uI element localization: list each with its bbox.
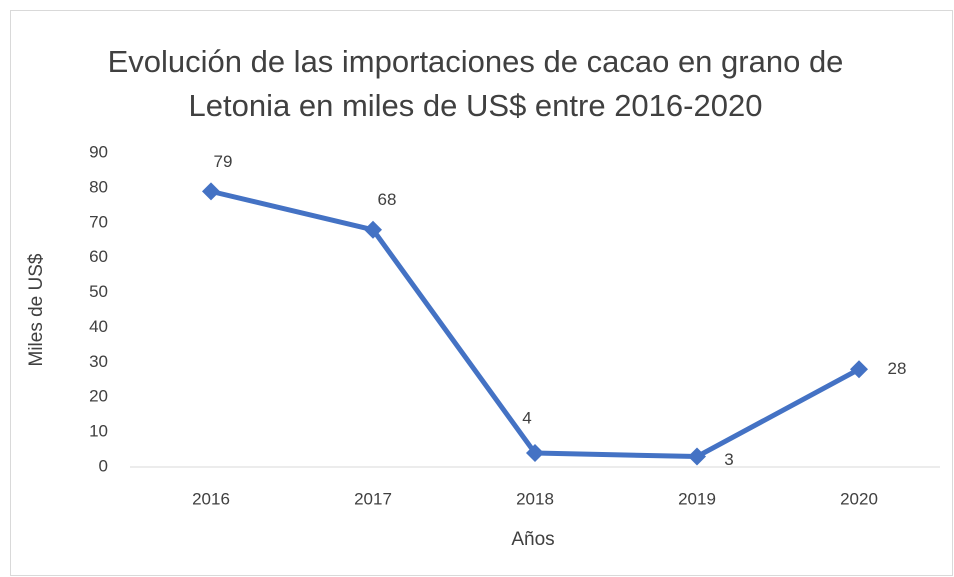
y-tick-label: 90 <box>89 142 108 161</box>
y-tick-label: 0 <box>99 456 108 475</box>
y-tick-label: 40 <box>89 317 108 336</box>
y-tick-label: 50 <box>89 282 108 301</box>
data-point <box>202 182 220 201</box>
data-label: 68 <box>378 190 397 209</box>
y-tick-label: 80 <box>89 177 108 196</box>
y-tick-label: 10 <box>89 422 108 441</box>
data-point <box>364 220 382 239</box>
data-label: 3 <box>724 450 733 469</box>
data-point <box>688 447 706 466</box>
chart-border <box>10 10 953 576</box>
x-tick-label: 2018 <box>516 489 554 508</box>
data-point <box>850 360 868 379</box>
y-axis-label: Miles de US$ <box>26 253 47 366</box>
y-tick-label: 60 <box>89 247 108 266</box>
x-tick-label: 2020 <box>840 489 878 508</box>
x-tick-label: 2017 <box>354 489 392 508</box>
chart-title: Evolución de las importaciones de cacao … <box>107 44 844 123</box>
y-tick-label: 30 <box>89 352 108 371</box>
data-line <box>210 188 861 460</box>
y-tick-label: 70 <box>89 212 108 231</box>
x-axis-label: Años <box>511 529 554 550</box>
data-point <box>526 444 544 463</box>
y-tick-label: 20 <box>89 387 108 406</box>
x-tick-label: 2019 <box>678 489 716 508</box>
data-label: 79 <box>214 152 233 171</box>
data-label: 28 <box>888 359 907 378</box>
x-tick-label: 2016 <box>192 489 230 508</box>
data-label: 4 <box>522 409 531 428</box>
